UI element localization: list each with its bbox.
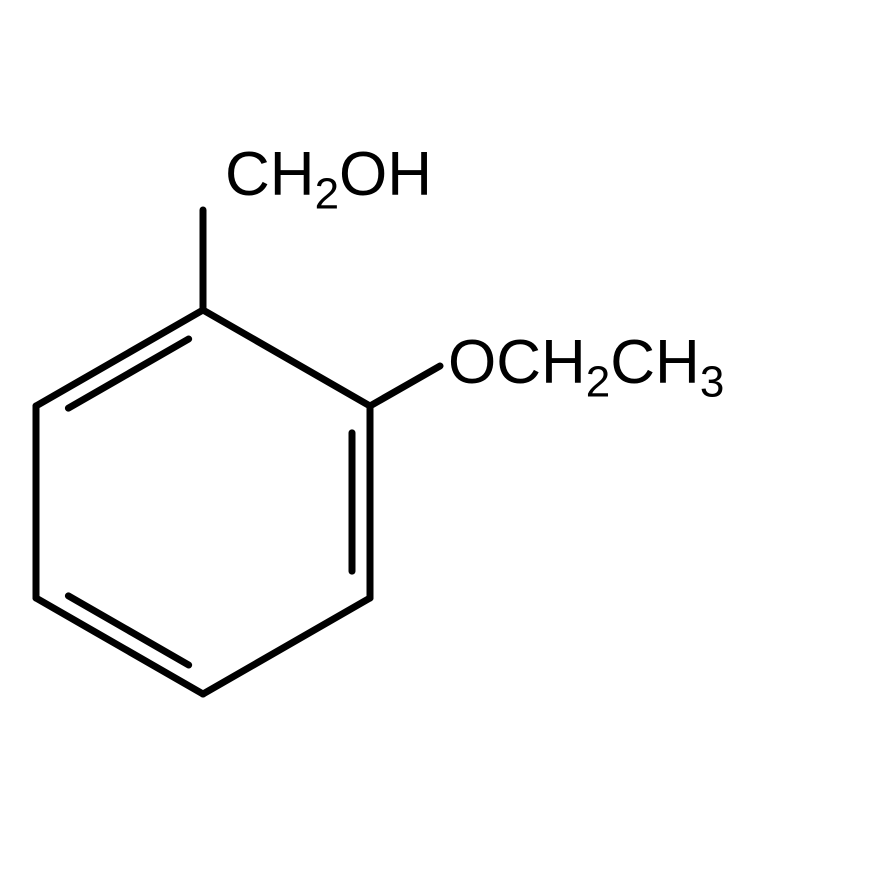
label-ch2oh: CH2OH: [225, 140, 432, 219]
molecule-diagram: CH2OH OCH2CH3: [0, 0, 890, 890]
label-och2ch3: OCH2CH3: [448, 328, 724, 407]
